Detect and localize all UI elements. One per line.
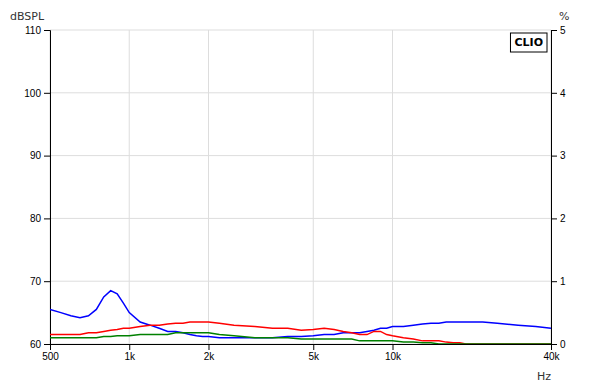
grid-line xyxy=(129,30,130,344)
tick: 5k xyxy=(308,344,320,362)
labels: dBSPL% Hz xyxy=(10,10,569,383)
y2-axis: 0 1 2 3 4 5 xyxy=(551,25,566,350)
tick-mark xyxy=(44,281,50,282)
tick-mark xyxy=(44,93,50,94)
axis-line xyxy=(51,345,552,351)
tick-label: 40k xyxy=(543,351,560,362)
grid-line xyxy=(50,30,551,31)
grid-line xyxy=(208,30,209,344)
tick-label: 2 xyxy=(560,213,566,224)
tick: 4 xyxy=(551,88,566,99)
annotation: CLIO xyxy=(510,33,547,52)
tick-mark xyxy=(551,281,557,282)
grid-line xyxy=(50,218,551,219)
tick-label: 3 xyxy=(560,150,566,161)
tick-mark xyxy=(208,344,209,350)
tick-mark xyxy=(551,30,557,31)
grid-line xyxy=(50,92,551,93)
tick-mark xyxy=(551,93,557,94)
tick-mark xyxy=(129,344,130,350)
tick: 90 xyxy=(30,150,50,161)
grid-line xyxy=(392,30,393,344)
tick-mark xyxy=(44,344,50,345)
tick-label: 5k xyxy=(308,351,320,362)
tick-label: 90 xyxy=(30,150,42,161)
tick: 70 xyxy=(30,276,50,287)
tick-label: 60 xyxy=(30,339,42,350)
tick: 60 xyxy=(30,339,50,350)
tick-mark xyxy=(551,218,557,219)
grid xyxy=(50,30,551,344)
tick-mark xyxy=(313,344,314,350)
tick-label: 1k xyxy=(124,351,136,362)
tick-label: 10k xyxy=(385,351,402,362)
tick-mark xyxy=(44,30,50,31)
x-axis: 500 1k 2k 5k 10k 40k xyxy=(42,344,560,362)
tick-label: 500 xyxy=(42,351,59,362)
x-axis-label: Hz xyxy=(537,370,551,383)
tick: 100 xyxy=(24,88,50,99)
tick: 1 xyxy=(551,276,566,287)
grid-line xyxy=(313,30,314,344)
chart: 5001k2k5k10k40k60708090100110012345dBSPL… xyxy=(0,0,601,388)
tick: 1k xyxy=(124,344,136,362)
tick-label: 110 xyxy=(25,25,41,36)
tick: 2k xyxy=(204,344,216,362)
tick: 40k xyxy=(543,344,560,362)
series-line xyxy=(50,322,551,344)
tick: 0 xyxy=(551,339,566,350)
tick: 500 xyxy=(42,344,59,362)
tick-label: 5 xyxy=(560,25,566,36)
series-line xyxy=(50,333,551,344)
tick: 10k xyxy=(385,344,402,362)
axis-line xyxy=(44,31,51,345)
tick-mark xyxy=(44,218,50,219)
tick: 80 xyxy=(30,213,50,224)
tick: 5 xyxy=(551,25,566,36)
lines xyxy=(50,291,551,344)
tick-mark xyxy=(393,344,394,350)
annotation-box xyxy=(510,33,547,52)
y-axis-label: dBSPL xyxy=(10,10,45,23)
tick-label: 0 xyxy=(560,339,566,350)
tick: 2 xyxy=(551,213,566,224)
y-axis: 60 70 80 90 100 110 xyxy=(24,25,50,350)
annotation-text: CLIO xyxy=(514,36,543,49)
tick-label: 70 xyxy=(30,276,42,287)
tick-label: 4 xyxy=(560,88,566,99)
y2-axis-label: % xyxy=(559,10,569,23)
tick: 3 xyxy=(551,150,566,161)
tick-mark xyxy=(551,344,557,345)
grid-line xyxy=(50,155,551,156)
plot-area: 500 1k 2k 5k 10k 40k 60 70 80 90 100 110 0 1 2 3 4 5 xyxy=(24,25,566,362)
tick-label: 80 xyxy=(30,213,42,224)
axis-line xyxy=(552,31,558,345)
tick-label: 100 xyxy=(24,88,41,99)
tick-label: 1 xyxy=(560,276,566,287)
tick-label: 2k xyxy=(204,351,216,362)
tick-mark xyxy=(551,156,557,157)
grid-line xyxy=(50,281,551,282)
tick: 110 xyxy=(25,25,50,36)
tick-mark xyxy=(44,156,50,157)
